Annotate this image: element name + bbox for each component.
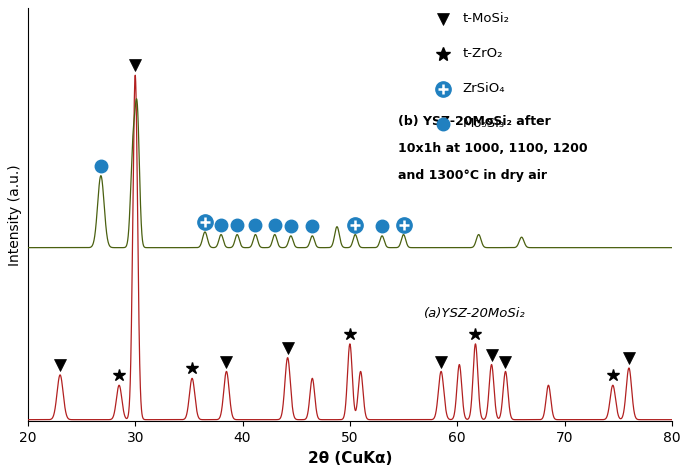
Text: and 1300°C in dry air: and 1300°C in dry air — [398, 169, 547, 182]
Text: (a)YSZ-20MoSi₂: (a)YSZ-20MoSi₂ — [424, 308, 526, 320]
Y-axis label: Intensity (a.u.): Intensity (a.u.) — [8, 164, 22, 265]
Text: (b) YSZ-20MoSi₂ after: (b) YSZ-20MoSi₂ after — [398, 116, 551, 128]
Text: ZrSiO₄: ZrSiO₄ — [462, 82, 505, 95]
Text: t-ZrO₂: t-ZrO₂ — [462, 47, 503, 60]
X-axis label: 2θ (CuKα): 2θ (CuKα) — [308, 451, 392, 465]
Text: 10x1h at 1000, 1100, 1200: 10x1h at 1000, 1100, 1200 — [398, 142, 588, 155]
Text: t-MoSi₂: t-MoSi₂ — [462, 12, 510, 25]
Text: Mo₅Si₃: Mo₅Si₃ — [462, 118, 504, 130]
